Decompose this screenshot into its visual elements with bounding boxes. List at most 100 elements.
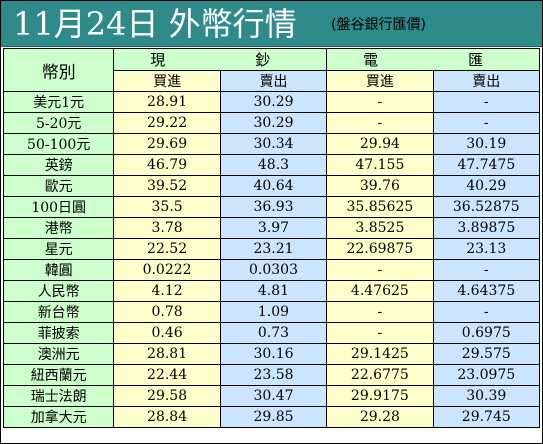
currency-name: 美元1元 — [2, 91, 115, 113]
table-row: 澳洲元 28.81 30.16 29.1425 29.575 — [2, 343, 541, 365]
wire-sell-value: - — [432, 91, 541, 113]
wire-buy-value: - — [326, 301, 434, 323]
wire-buy-value: 29.9175 — [326, 385, 434, 407]
cash-sell-value: 30.29 — [219, 112, 328, 134]
table-row: 人民幣 4.12 4.81 4.47625 4.64375 — [2, 280, 541, 302]
wire-buy-value: 29.94 — [326, 133, 434, 155]
wire-buy-value: 29.28 — [326, 406, 434, 428]
wire-sell-value: 30.19 — [432, 133, 541, 155]
wire-buy-value: 29.1425 — [326, 343, 434, 365]
wire-buy-value: - — [326, 259, 434, 281]
table-row: 港幣 3.78 3.97 3.8525 3.89875 — [2, 217, 541, 239]
table-row: 英鎊 46.79 48.3 47.155 47.7475 — [2, 154, 541, 176]
cash-sell-value: 48.3 — [219, 154, 328, 176]
cash-sell-value: 1.09 — [219, 301, 328, 323]
wire-buy-value: - — [326, 322, 434, 344]
table-row: 韓圓 0.0222 0.0303- - — [2, 259, 541, 281]
wire-sell-value: 29.575 — [432, 343, 541, 365]
cash-buy-value: 39.52 — [113, 175, 221, 197]
wire-sell-value: 23.0975 — [432, 364, 541, 386]
cash-buy-value: 3.78 — [113, 217, 221, 239]
table-row: 菲披索 0.46 0.73-0.6975 — [2, 322, 541, 344]
wire-sell-value: - — [432, 301, 541, 323]
currency-name: 星元 — [2, 238, 115, 260]
cash-sell-header: 賣出 — [219, 70, 328, 92]
wire-sell-header: 賣出 — [432, 70, 541, 92]
cash-sell-value: 30.16 — [219, 343, 328, 365]
table-row: 美元1元 28.91 30.29- - — [2, 91, 541, 113]
wire-buy-value: 4.47625 — [326, 280, 434, 302]
currency-name: 紐西蘭元 — [2, 364, 115, 386]
cash-buy-value: 28.91 — [113, 91, 221, 113]
cash-sell-value: 0.0303 — [219, 259, 328, 281]
cash-buy-value: 4.12 — [113, 280, 221, 302]
table-row: 紐西蘭元 22.44 23.58 22.6775 23.0975 — [2, 364, 541, 386]
cash-sell-value: 4.81 — [219, 280, 328, 302]
cash-buy-value: 46.79 — [113, 154, 221, 176]
cash-buy-header: 買進 — [113, 70, 221, 92]
currency-name: 50-100元 — [2, 133, 115, 155]
wire-sell-value: 4.64375 — [432, 280, 541, 302]
rate-rows: 美元1元 28.91 30.29- -5-20元 29.22 30.29- -50-100元… — [2, 91, 541, 428]
exchange-rate-table: 幣別 現 鈔 電 匯 買進 賣出 買進 賣出 美元1元 28.91 30.29- -5… — [2, 48, 541, 428]
table-row: 歐元 39.52 40.64 39.76 40.29 — [2, 175, 541, 197]
table-row: 星元 22.52 23.21 22.69875 23.13 — [2, 238, 541, 260]
wire-sell-value: 47.7475 — [432, 154, 541, 176]
cash-sell-value: 23.21 — [219, 238, 328, 260]
table-row: 加拿大元 28.84 29.85 29.28 29.745 — [2, 406, 541, 428]
cash-buy-value: 35.5 — [113, 196, 221, 218]
currency-name: 100日圓 — [2, 196, 115, 218]
cash-sell-value: 40.64 — [219, 175, 328, 197]
wire-buy-value: 22.69875 — [326, 238, 434, 260]
wire-sell-value: 30.39 — [432, 385, 541, 407]
cash-sell-value: 30.29 — [219, 91, 328, 113]
cash-buy-value: 0.46 — [113, 322, 221, 344]
wire-buy-value: 3.8525 — [326, 217, 434, 239]
cash-buy-value: 22.44 — [113, 364, 221, 386]
currency-name: 港幣 — [2, 217, 115, 239]
cash-sell-value: 36.93 — [219, 196, 328, 218]
currency-header: 幣別 — [2, 48, 115, 92]
wire-buy-value: 47.155 — [326, 154, 434, 176]
table-row: 50-100元 29.69 30.34 29.94 30.19 — [2, 133, 541, 155]
currency-name: 加拿大元 — [2, 406, 115, 428]
wire-sell-value: 36.52875 — [432, 196, 541, 218]
cash-buy-value: 28.81 — [113, 343, 221, 365]
table-row: 瑞士法朗 29.58 30.47 29.9175 30.39 — [2, 385, 541, 407]
cash-buy-value: 0.78 — [113, 301, 221, 323]
wire-buy-value: 39.76 — [326, 175, 434, 197]
cash-sell-value: 3.97 — [219, 217, 328, 239]
currency-name: 瑞士法朗 — [2, 385, 115, 407]
wire-sell-value: 0.6975 — [432, 322, 541, 344]
wire-sell-value: - — [432, 112, 541, 134]
cash-buy-value: 22.52 — [113, 238, 221, 260]
wire-buy-value: - — [326, 91, 434, 113]
group-header-row: 幣別 現 鈔 電 匯 — [2, 48, 540, 92]
cash-buy-value: 0.0222 — [113, 259, 221, 281]
wire-buy-value: - — [326, 112, 434, 134]
cash-sell-value: 23.58 — [219, 364, 328, 386]
wire-buy-value: 22.6775 — [326, 364, 434, 386]
page-title: 11月24日 外幣行情 — [13, 5, 297, 43]
currency-name: 歐元 — [2, 175, 115, 197]
wire-sell-value: 23.13 — [432, 238, 541, 260]
table-row: 新台幣 0.78 1.09- - — [2, 301, 541, 323]
currency-name: 英鎊 — [2, 154, 115, 176]
cash-sell-value: 0.73 — [219, 322, 328, 344]
cash-buy-value: 29.69 — [113, 133, 221, 155]
table-row: 5-20元 29.22 30.29- - — [2, 112, 541, 134]
currency-name: 澳洲元 — [2, 343, 115, 365]
cash-buy-value: 28.84 — [113, 406, 221, 428]
wire-buy-header: 買進 — [326, 70, 434, 92]
currency-name: 菲披索 — [2, 322, 115, 344]
wire-sell-value: - — [432, 259, 541, 281]
cash-header: 現 鈔 — [113, 48, 328, 71]
subheader-row: 買進 賣出 買進 賣出 — [4, 70, 541, 92]
cash-buy-value: 29.22 — [113, 112, 221, 134]
currency-name: 人民幣 — [2, 280, 115, 302]
title-bar: 11月24日 外幣行情 (盤谷銀行匯價) — [1, 1, 542, 47]
cash-sell-value: 29.85 — [219, 406, 328, 428]
wire-sell-value: 29.745 — [432, 406, 541, 428]
rate-source: (盤谷銀行匯價) — [331, 17, 426, 33]
